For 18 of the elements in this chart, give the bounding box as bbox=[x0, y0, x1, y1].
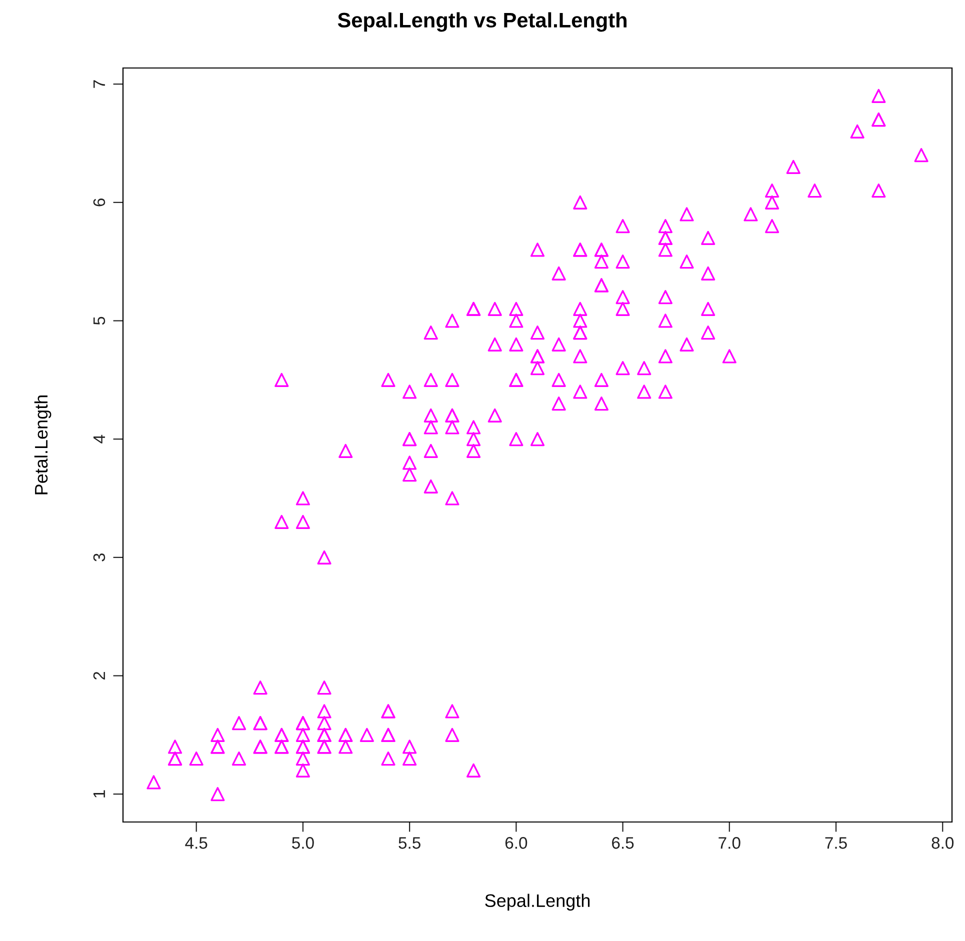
y-tick-label: 6 bbox=[93, 198, 106, 206]
y-axis-title: Petal.Length bbox=[34, 395, 52, 494]
y-tick-label: 2 bbox=[93, 672, 105, 680]
y-tick-label: 3 bbox=[93, 554, 106, 562]
x-tick-label: 6.0 bbox=[505, 837, 528, 849]
x-tick-label: 8.0 bbox=[932, 837, 954, 849]
x-tick-label: 5.5 bbox=[398, 837, 420, 849]
y-tick-label: 5 bbox=[93, 316, 106, 325]
x-tick-label: 7.0 bbox=[718, 837, 740, 849]
x-tick-label: 6.5 bbox=[612, 837, 634, 849]
x-axis-title: Sepal.Length bbox=[485, 894, 590, 911]
x-tick-label: 5.0 bbox=[292, 837, 314, 849]
x-tick-label: 7.5 bbox=[825, 837, 847, 849]
y-tick-label: 7 bbox=[93, 80, 105, 88]
x-tick-label: 4.5 bbox=[185, 837, 208, 849]
y-tick-label: 1 bbox=[93, 790, 105, 798]
chart-title: Sepal.Length vs Petal.Length bbox=[338, 12, 626, 32]
y-tick-label: 4 bbox=[93, 434, 105, 444]
